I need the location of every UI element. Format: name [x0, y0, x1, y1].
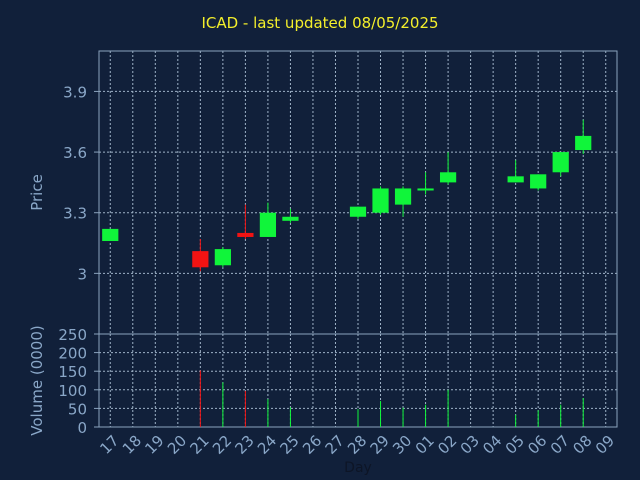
- candle-body: [439, 172, 457, 183]
- candle-body: [259, 212, 277, 237]
- volume-axis-label: Volume (0000): [28, 325, 46, 435]
- candle-body: [282, 216, 299, 221]
- candle-body: [349, 206, 367, 217]
- candle-body: [552, 152, 569, 173]
- price-tick-label: 3.9: [63, 83, 87, 101]
- candle-body: [575, 135, 592, 151]
- chart-title: ICAD - last updated 08/05/2025: [201, 14, 439, 32]
- day-tick-label: 09: [592, 432, 618, 458]
- volume-tick-label: 0: [77, 419, 87, 437]
- candle-body: [214, 249, 231, 266]
- candle-body: [394, 188, 412, 205]
- candle-body: [372, 188, 389, 213]
- candle-body: [237, 232, 254, 237]
- x-axis-label: Day: [344, 460, 372, 476]
- volume-tick-label: 50: [68, 400, 87, 418]
- volume-tick-label: 200: [58, 345, 87, 363]
- candle-body: [507, 176, 524, 183]
- candle-body: [192, 251, 209, 268]
- volume-tick-label: 100: [58, 382, 87, 400]
- price-axis-label: Price: [28, 174, 46, 211]
- candle-body: [530, 174, 547, 189]
- volume-tick-label: 150: [58, 363, 87, 381]
- candle-body: [417, 188, 434, 191]
- volume-tick-label: 250: [58, 326, 87, 344]
- price-tick-label: 3: [77, 265, 87, 283]
- candle-body: [102, 228, 119, 242]
- price-tick-label: 3.6: [63, 144, 87, 162]
- price-tick-label: 3.3: [63, 205, 87, 223]
